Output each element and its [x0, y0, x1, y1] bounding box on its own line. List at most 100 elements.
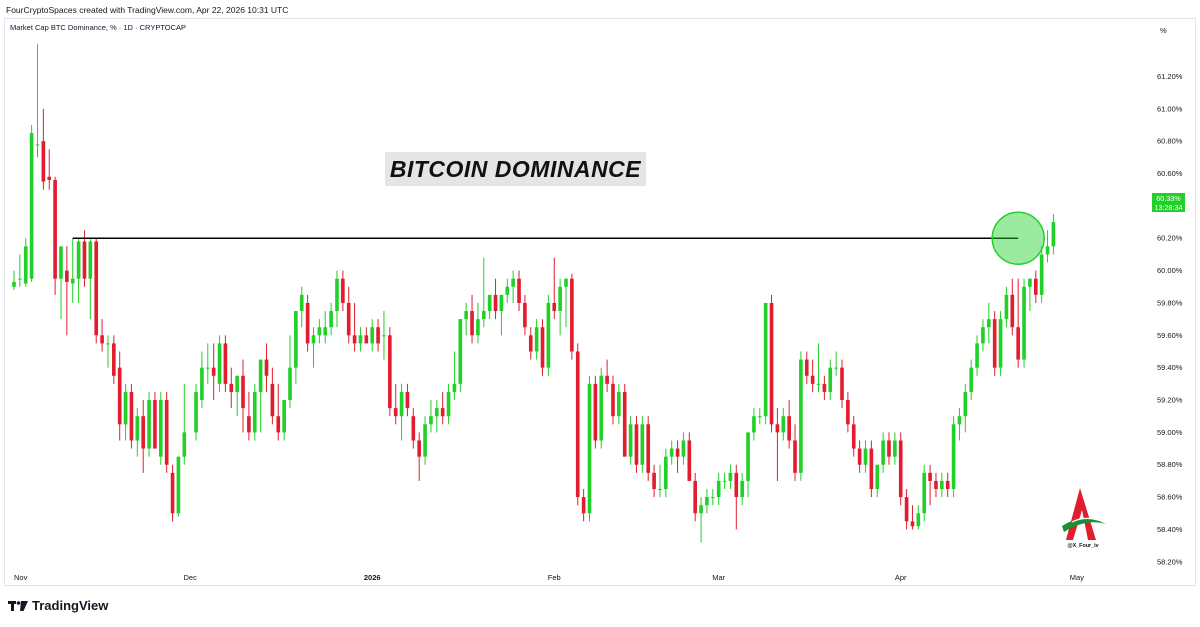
candle[interactable] — [305, 294, 310, 352]
candle[interactable] — [822, 375, 827, 401]
candle[interactable] — [898, 432, 903, 506]
candle[interactable] — [945, 472, 950, 498]
candle[interactable] — [763, 302, 768, 425]
candle[interactable] — [229, 367, 234, 409]
candle[interactable] — [499, 294, 504, 336]
candle[interactable] — [546, 294, 551, 376]
candle[interactable] — [640, 416, 645, 473]
candle[interactable] — [464, 302, 468, 336]
candle[interactable] — [804, 351, 809, 384]
candle[interactable] — [117, 351, 122, 441]
candle[interactable] — [887, 432, 891, 465]
candle[interactable] — [352, 302, 357, 352]
candle[interactable] — [217, 335, 222, 392]
candle[interactable] — [47, 149, 52, 190]
candle[interactable] — [147, 391, 151, 457]
candle[interactable] — [810, 359, 815, 392]
candle[interactable] — [622, 383, 627, 457]
candle[interactable] — [652, 464, 656, 498]
candle[interactable] — [200, 351, 204, 409]
candle[interactable] — [211, 343, 216, 401]
candle[interactable] — [141, 400, 146, 473]
candle[interactable] — [523, 294, 527, 336]
candle[interactable] — [264, 343, 269, 392]
candle[interactable] — [617, 383, 621, 425]
candle[interactable] — [675, 440, 680, 473]
candle[interactable] — [29, 124, 34, 282]
candle[interactable] — [194, 383, 198, 441]
candle[interactable] — [388, 327, 392, 417]
candle[interactable] — [476, 302, 480, 344]
candle[interactable] — [446, 383, 451, 425]
candle[interactable] — [1016, 278, 1020, 368]
candle[interactable] — [540, 319, 545, 376]
tradingview-logo[interactable]: TradingView — [8, 598, 108, 613]
candle[interactable] — [587, 375, 592, 522]
candle[interactable] — [487, 294, 492, 320]
candle[interactable] — [781, 408, 786, 441]
candle[interactable] — [335, 270, 339, 328]
candle[interactable] — [346, 286, 351, 344]
candle[interactable] — [164, 391, 169, 473]
candle[interactable] — [875, 464, 880, 498]
candle[interactable] — [88, 238, 93, 320]
candle[interactable] — [716, 472, 721, 506]
candle[interactable] — [981, 319, 985, 352]
candle[interactable] — [440, 391, 445, 425]
candle[interactable] — [605, 359, 609, 392]
symbol-caption[interactable]: Market Cap BTC Dominance, % · 1D · CRYPT… — [10, 23, 187, 32]
candle[interactable] — [299, 286, 304, 328]
candle[interactable] — [235, 375, 239, 417]
candle[interactable] — [816, 343, 821, 392]
candle[interactable] — [288, 335, 292, 409]
candle[interactable] — [664, 448, 668, 498]
candle[interactable] — [153, 391, 157, 449]
candle[interactable] — [581, 489, 586, 522]
candle[interactable] — [969, 359, 974, 401]
candle[interactable] — [669, 440, 674, 465]
candle[interactable] — [458, 319, 463, 392]
candle[interactable] — [170, 464, 175, 522]
candle[interactable] — [951, 416, 956, 498]
candle[interactable] — [135, 408, 140, 457]
candle[interactable] — [41, 108, 46, 190]
candle[interactable] — [470, 294, 474, 344]
candle[interactable] — [364, 327, 369, 344]
candle[interactable] — [481, 257, 486, 328]
candle[interactable] — [752, 408, 756, 441]
candle[interactable] — [699, 497, 703, 543]
candle[interactable] — [1039, 246, 1044, 303]
candle[interactable] — [834, 351, 838, 376]
candle[interactable] — [998, 311, 1003, 376]
candle[interactable] — [904, 489, 909, 530]
candle[interactable] — [493, 278, 498, 320]
candle[interactable] — [59, 246, 63, 320]
candle[interactable] — [423, 416, 427, 465]
candle[interactable] — [857, 440, 862, 473]
candle[interactable] — [1033, 270, 1038, 303]
candle[interactable] — [276, 383, 281, 441]
candle[interactable] — [634, 416, 639, 473]
candle[interactable] — [558, 278, 562, 336]
candle[interactable] — [429, 400, 433, 433]
candle[interactable] — [787, 400, 791, 449]
candle[interactable] — [722, 472, 727, 490]
candle[interactable] — [100, 319, 104, 352]
candle[interactable] — [922, 464, 927, 522]
candle[interactable] — [986, 302, 991, 344]
candle[interactable] — [570, 273, 574, 360]
candle[interactable] — [793, 424, 797, 481]
candle[interactable] — [317, 319, 322, 344]
candle[interactable] — [70, 238, 75, 303]
candle[interactable] — [992, 311, 997, 376]
candle[interactable] — [840, 359, 844, 409]
candle[interactable] — [376, 319, 380, 352]
candle[interactable] — [940, 472, 944, 498]
candle[interactable] — [928, 464, 932, 506]
candle[interactable] — [112, 335, 116, 384]
candle[interactable] — [740, 472, 744, 506]
candle[interactable] — [775, 408, 780, 481]
candle[interactable] — [258, 359, 263, 433]
candle[interactable] — [1051, 213, 1056, 255]
